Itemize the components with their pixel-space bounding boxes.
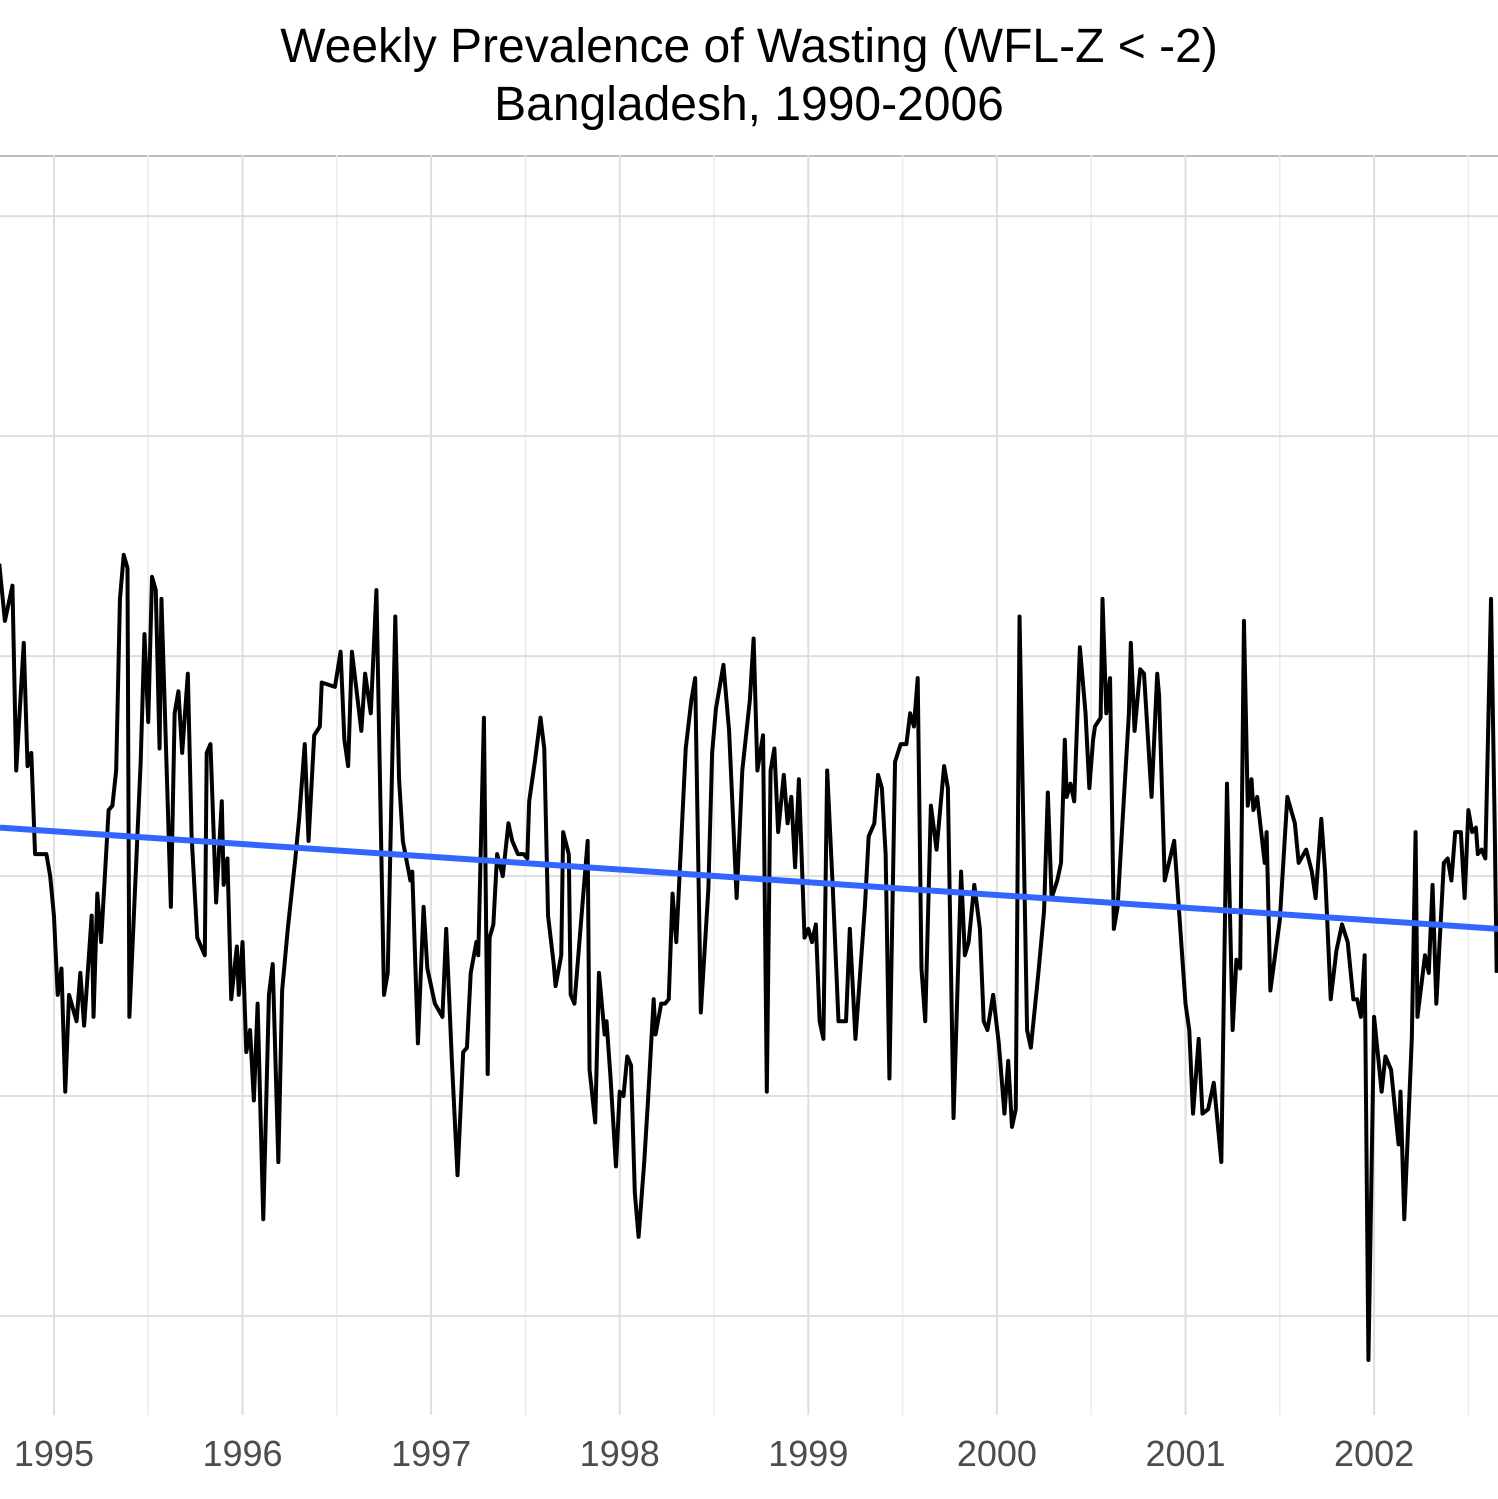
trend-line: [0, 824, 1498, 932]
chart-title: Weekly Prevalence of Wasting (WFL-Z < -2…: [280, 20, 1218, 73]
x-tick-label: 2001: [1145, 1433, 1225, 1474]
chart-subtitle: Bangladesh, 1990-2006: [494, 78, 1004, 131]
plot-area: [0, 552, 1498, 1363]
x-axis: 1995 1996 1997 1998 1999 2000 2001 2002: [14, 1433, 1414, 1474]
x-tick-label: 1999: [768, 1433, 848, 1474]
x-tick-label: 2000: [957, 1433, 1037, 1474]
x-tick-label: 1996: [202, 1433, 282, 1474]
data-line: [0, 552, 1498, 1363]
x-tick-label: 1997: [391, 1433, 471, 1474]
x-tick-label: 1998: [580, 1433, 660, 1474]
grid: [0, 155, 1498, 1415]
x-tick-label: 1995: [14, 1433, 94, 1474]
x-tick-label: 2002: [1334, 1433, 1414, 1474]
